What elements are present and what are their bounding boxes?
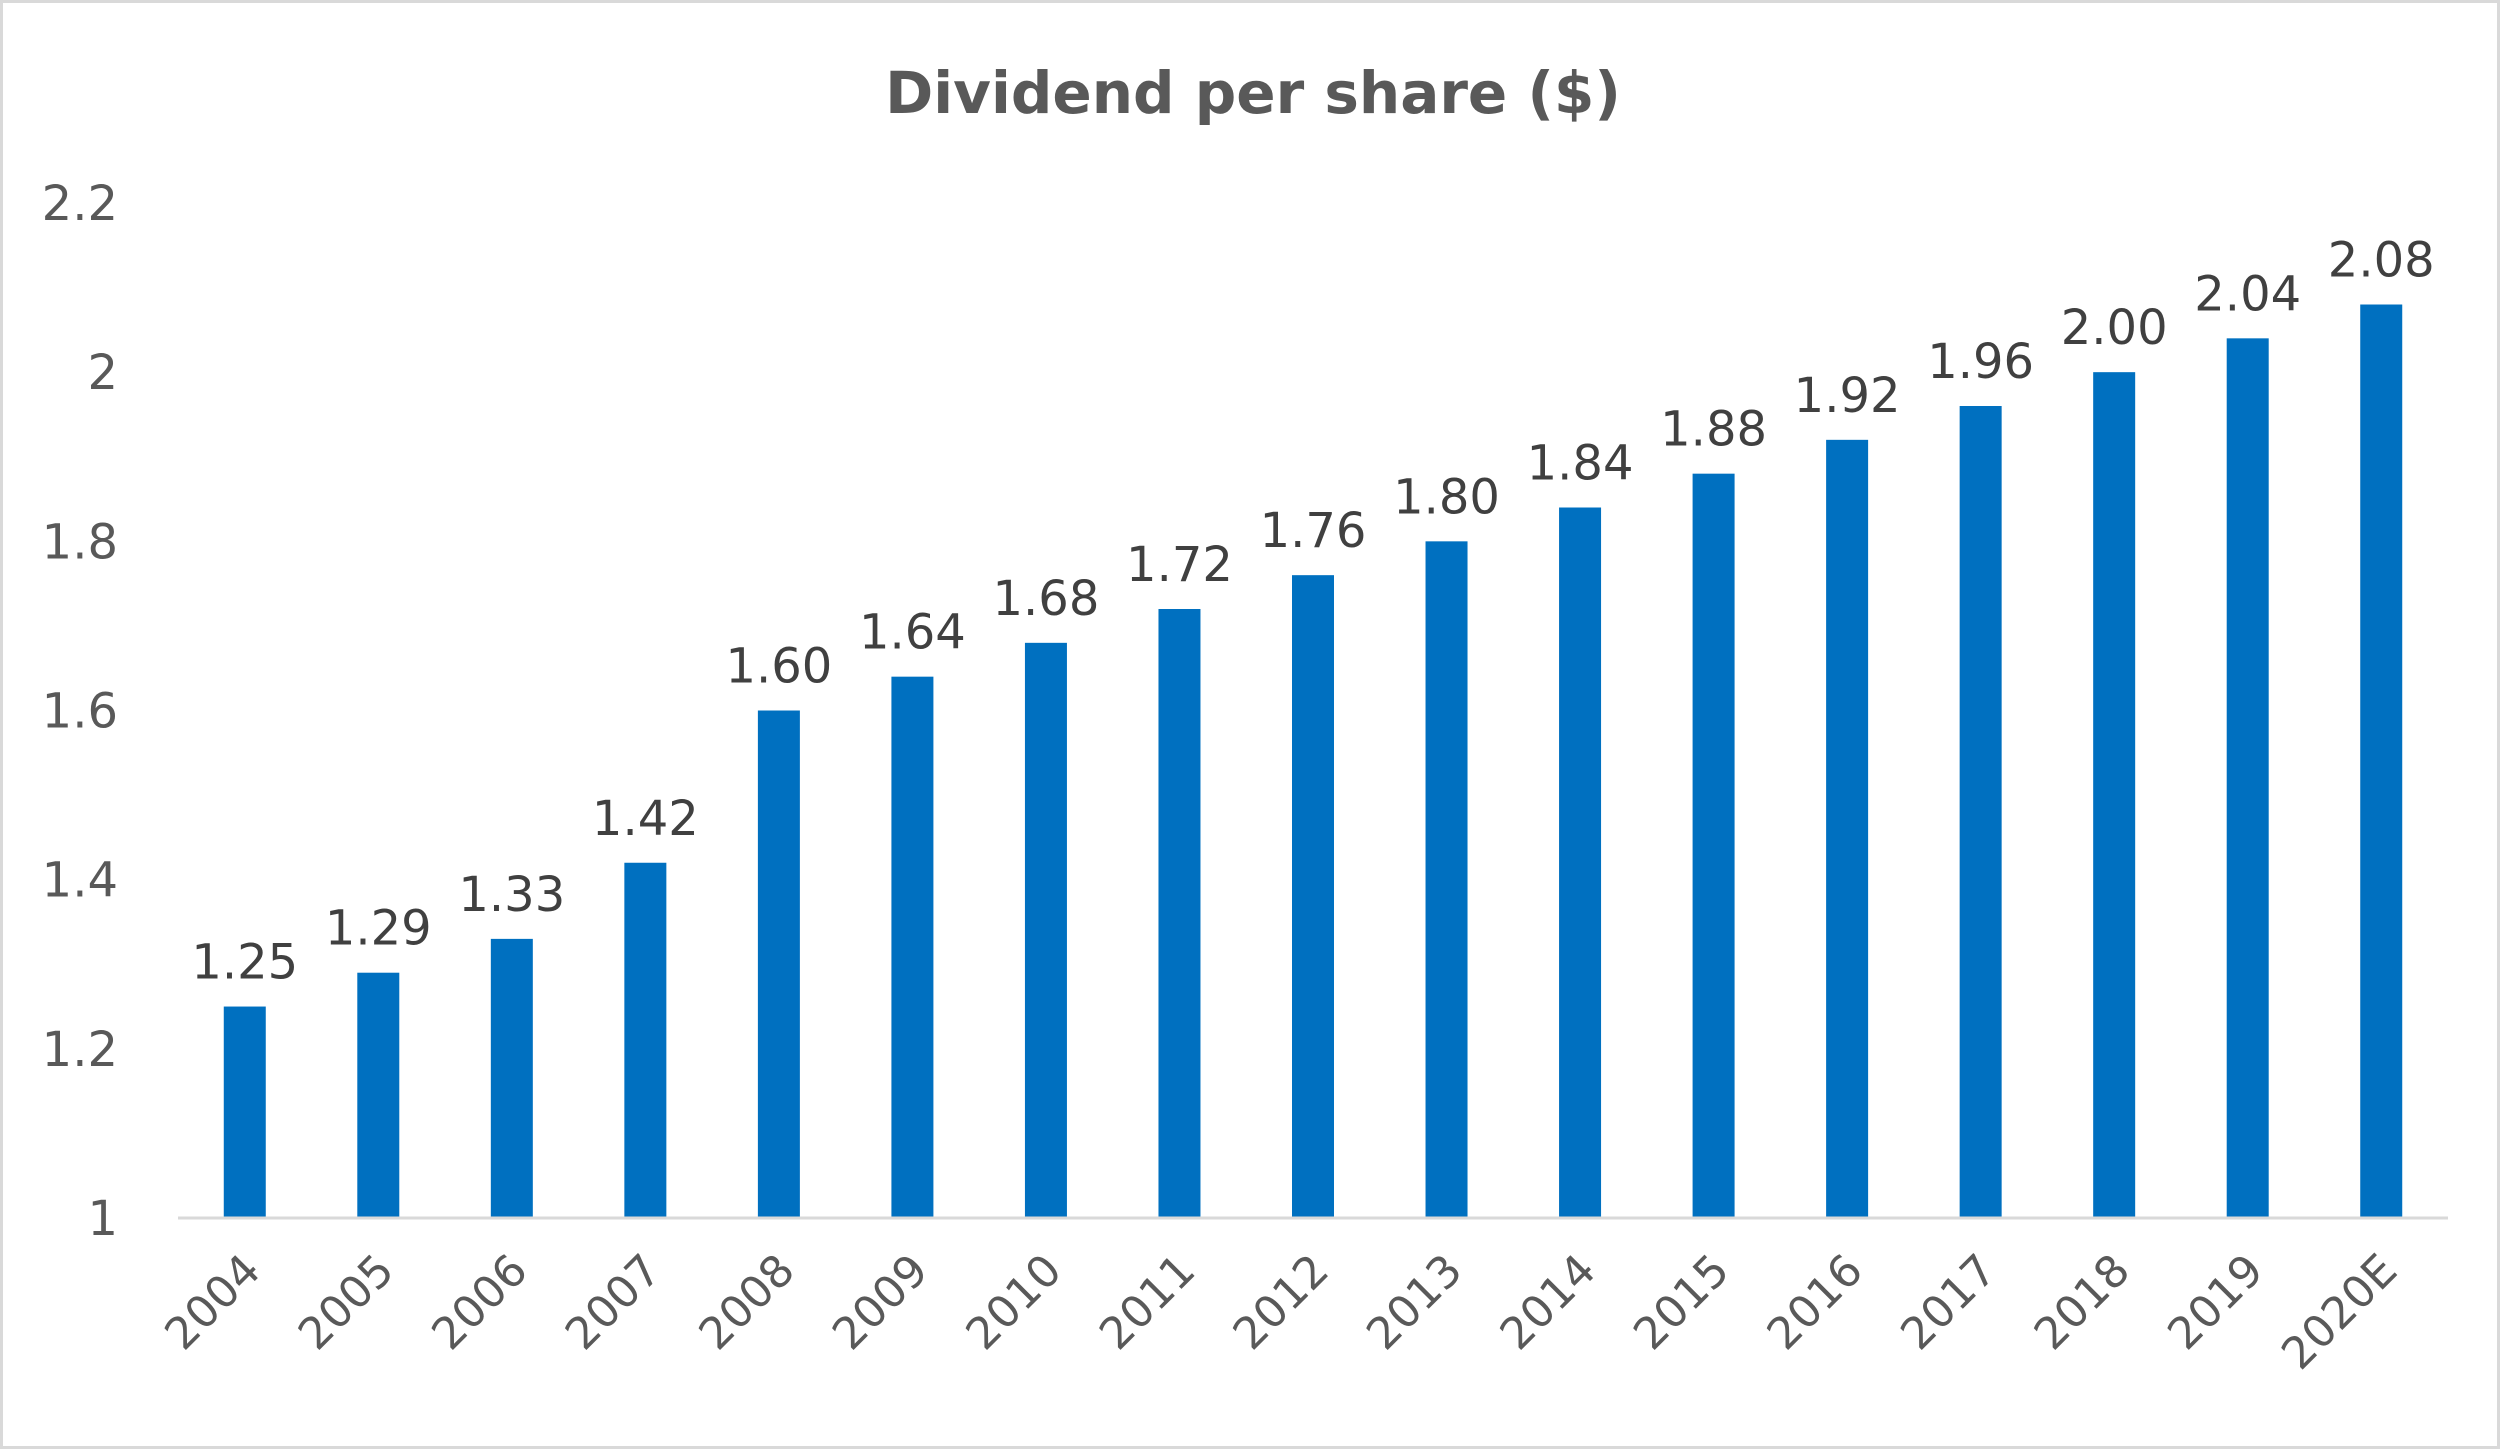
data-label: 1.33	[458, 867, 565, 923]
bar	[891, 676, 934, 1218]
x-tick-label: 2019	[2158, 1245, 2273, 1360]
bar	[1559, 507, 1602, 1218]
y-tick-label: 1.6	[42, 684, 118, 740]
bar	[757, 710, 800, 1218]
bar	[1826, 439, 1869, 1218]
data-label: 1.80	[1393, 469, 1500, 525]
data-label: 1.60	[725, 639, 832, 695]
bar	[1692, 473, 1735, 1219]
bar	[2093, 372, 2136, 1219]
data-label: 1.76	[1260, 503, 1367, 559]
bar	[1292, 575, 1334, 1218]
y-tick-label: 1.2	[42, 1022, 118, 1078]
y-tick-label: 1.4	[42, 853, 118, 909]
data-label: 1.72	[1126, 537, 1233, 593]
data-label: 1.42	[592, 791, 699, 847]
x-tick-label: 2010	[956, 1245, 1071, 1360]
x-axis: 2004 2005 2006 2007 2008 2009 2010 2011 2012 2013…	[155, 1245, 2407, 1380]
x-tick-label: 2008	[689, 1245, 804, 1360]
bar	[624, 862, 667, 1218]
data-label: 2.08	[2328, 233, 2435, 289]
x-tick-label: 2017	[1891, 1245, 2006, 1360]
x-tick-label: 2004	[155, 1245, 270, 1360]
data-label: 1.29	[325, 901, 432, 957]
bar	[1024, 642, 1067, 1218]
data-label: 1.68	[993, 571, 1100, 627]
chart-title: Dividend per share ($)	[885, 59, 1621, 127]
bar	[2226, 338, 2269, 1218]
bar	[357, 972, 400, 1218]
data-label: 1.96	[1927, 334, 2034, 390]
data-label: 1.84	[1527, 436, 1634, 492]
x-tick-label: 2009	[823, 1245, 938, 1360]
bar	[490, 938, 533, 1218]
bar	[223, 1006, 266, 1218]
data-label: 1.25	[191, 935, 298, 991]
bar-chart: Dividend per share ($) 1 1.2 1.4 1.6 1.8 2 2.2…	[42, 59, 2448, 1380]
y-tick-label: 1.8	[42, 514, 118, 570]
x-tick-label: 2006	[422, 1245, 537, 1360]
x-tick-label: 2007	[556, 1245, 671, 1360]
y-tick-label: 2.2	[42, 176, 118, 232]
bar	[2360, 304, 2403, 1218]
x-tick-label: 2012	[1224, 1245, 1339, 1360]
bar	[1158, 609, 1201, 1218]
x-tick-label: 2018	[2025, 1245, 2140, 1360]
data-label: 1.88	[1660, 402, 1767, 458]
x-tick-label: 2020E	[2272, 1245, 2407, 1380]
data-label: 2.04	[2194, 266, 2301, 322]
bar-series	[223, 304, 2403, 1219]
y-axis: 1 1.2 1.4 1.6 1.8 2 2.2	[42, 176, 118, 1247]
x-tick-label: 2005	[289, 1245, 404, 1360]
data-label: 2.00	[2061, 300, 2168, 356]
x-tick-label: 2015	[1624, 1245, 1739, 1360]
data-label: 1.64	[859, 605, 966, 661]
x-tick-label: 2013	[1357, 1245, 1472, 1360]
x-tick-label: 2014	[1491, 1245, 1606, 1360]
bar	[1425, 541, 1468, 1218]
y-tick-label: 2	[87, 345, 118, 401]
x-tick-label: 2011	[1090, 1245, 1205, 1360]
bar	[1959, 406, 2002, 1218]
data-labels: 1.25 1.29 1.33 1.42 1.60 1.64 1.68 1.72 1.76 1.80…	[191, 233, 2434, 991]
data-label: 1.92	[1794, 368, 1901, 424]
x-tick-label: 2016	[1758, 1245, 1873, 1360]
y-tick-label: 1	[87, 1191, 118, 1247]
